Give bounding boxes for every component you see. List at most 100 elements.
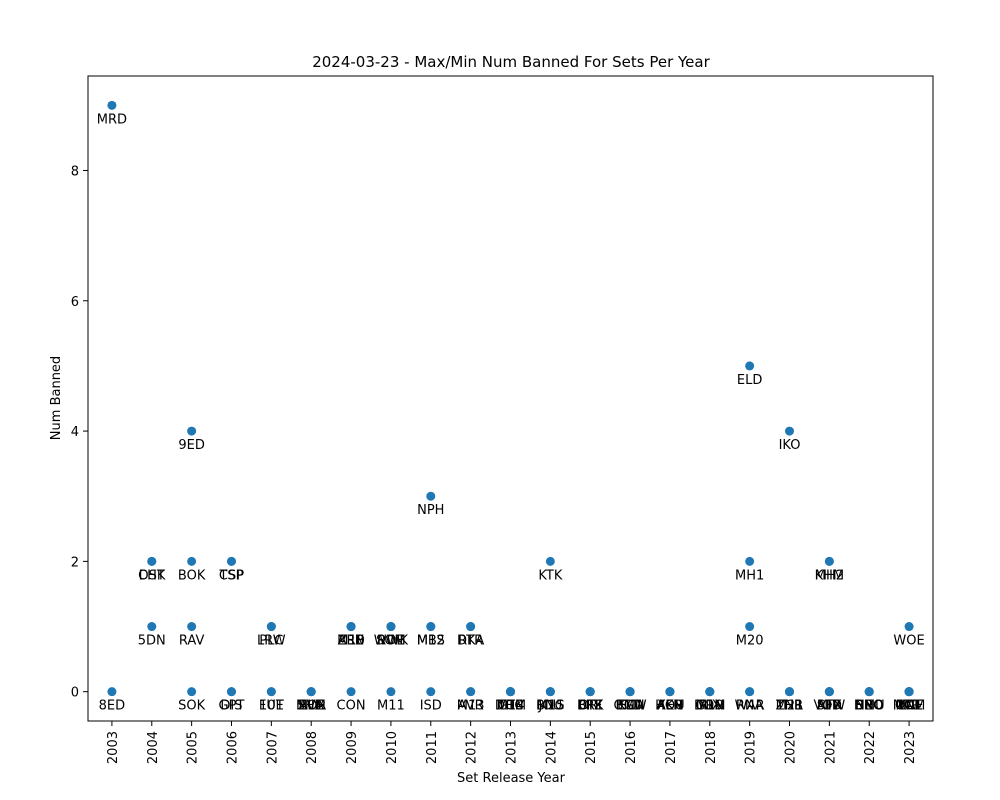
chart-title: 2024-03-23 - Max/Min Num Banned For Sets… — [312, 53, 710, 71]
point-label: SOM — [376, 634, 406, 649]
point-label: LCI — [899, 699, 919, 714]
point-label: ZEN — [338, 634, 365, 649]
point-label: RNA — [736, 699, 764, 714]
x-tick-label: 2019 — [744, 731, 759, 764]
data-point — [545, 556, 555, 566]
data-point — [147, 622, 157, 632]
point-label: WOE — [893, 634, 924, 649]
point-label: STX — [817, 699, 842, 714]
x-tick-label: 2016 — [624, 731, 639, 764]
data-point — [785, 426, 795, 436]
x-tick-label: 2014 — [544, 731, 559, 764]
x-tick-label: 2015 — [584, 731, 599, 764]
point-label: KTK — [538, 568, 562, 583]
point-label: OGW — [613, 699, 646, 714]
y-tick-label: 2 — [71, 555, 79, 570]
x-tick-label: 2009 — [345, 731, 360, 764]
x-tick-label: 2013 — [505, 731, 520, 764]
point-label: DIS — [220, 699, 242, 714]
point-label: BFZ — [578, 699, 603, 714]
data-point — [625, 687, 635, 697]
point-label: EVE — [299, 699, 324, 714]
point-label: THB — [775, 699, 803, 714]
point-label: M19 — [696, 699, 724, 714]
y-tick-label: 6 — [71, 295, 79, 310]
data-point — [226, 687, 236, 697]
point-label: WWK — [374, 634, 409, 649]
point-label: RIX — [699, 699, 721, 714]
data-point — [585, 687, 595, 697]
point-label: MOM — [893, 699, 926, 714]
point-label: ONE — [895, 699, 923, 714]
data-point — [506, 687, 515, 697]
x-tick-label: 2007 — [265, 731, 280, 764]
point-label: MAT — [896, 699, 923, 714]
point-label: CSP — [219, 568, 244, 583]
point-label: M21 — [776, 699, 804, 714]
point-label: FUT — [259, 699, 284, 714]
y-tick-label: 0 — [71, 686, 79, 701]
x-tick-label: 2010 — [385, 731, 400, 764]
x-tick-label: 2023 — [903, 731, 918, 764]
point-label: ALA — [299, 699, 324, 714]
x-tick-label: 2021 — [823, 731, 838, 764]
data-point — [785, 687, 795, 697]
point-label: MH2 — [815, 568, 844, 583]
data-point — [107, 687, 117, 697]
point-label: PLC — [259, 634, 283, 649]
data-point — [386, 687, 396, 697]
point-label: M14 — [497, 699, 525, 714]
point-label: DTK — [577, 699, 604, 714]
point-label: ARB — [338, 634, 365, 649]
point-label: ISD — [420, 699, 442, 714]
point-label: 9ED — [178, 438, 205, 453]
data-point — [466, 687, 476, 697]
axes-group: 2003 2004 2005 2006 2007 2008 2009 2010 2011 2012… — [71, 164, 918, 764]
point-label: XLN — [657, 699, 683, 714]
point-label: TSP — [218, 568, 243, 583]
data-point — [187, 687, 197, 697]
data-point — [745, 687, 755, 697]
point-label: VOW — [813, 699, 845, 714]
data-point — [665, 687, 675, 697]
point-label: M10 — [337, 634, 365, 649]
point-label: RAV — [179, 634, 205, 649]
point-label: AVR — [458, 699, 484, 714]
data-point — [426, 491, 436, 501]
point-label: NPH — [417, 503, 444, 518]
point-label: 8ED — [99, 699, 126, 714]
point-label: MRD — [97, 112, 127, 127]
point-label: BNG — [536, 699, 565, 714]
point-label: 10E — [259, 699, 284, 714]
point-label: MH1 — [735, 568, 764, 583]
data-point — [824, 556, 834, 566]
data-point — [904, 687, 914, 697]
point-label: ELD — [737, 373, 762, 388]
point-label: BOK — [178, 568, 206, 583]
data-point — [187, 622, 197, 632]
point-label: LRW — [257, 634, 286, 649]
point-label: HOU — [655, 699, 685, 714]
point-label: MID — [817, 699, 842, 714]
point-label: DOM — [694, 699, 725, 714]
point-label: SHM — [297, 699, 326, 714]
x-tick-label: 2006 — [225, 731, 240, 764]
x-axis-label: Set Release Year — [457, 771, 566, 786]
point-label: SNC — [856, 699, 883, 714]
point-label: CON — [337, 699, 366, 714]
plot-frame — [87, 75, 934, 722]
data-point — [745, 556, 755, 566]
data-point — [226, 556, 236, 566]
y-tick-label: 4 — [71, 425, 79, 440]
point-label: BRO — [855, 699, 883, 714]
point-label: CHK — [138, 568, 166, 583]
point-label: ZNR — [776, 699, 804, 714]
point-label: MOR — [296, 699, 326, 714]
point-label: GTC — [498, 699, 524, 714]
point-label: KLD — [617, 699, 643, 714]
y-tick-label: 8 — [71, 164, 79, 179]
data-point — [705, 687, 715, 697]
data-point — [346, 687, 356, 697]
